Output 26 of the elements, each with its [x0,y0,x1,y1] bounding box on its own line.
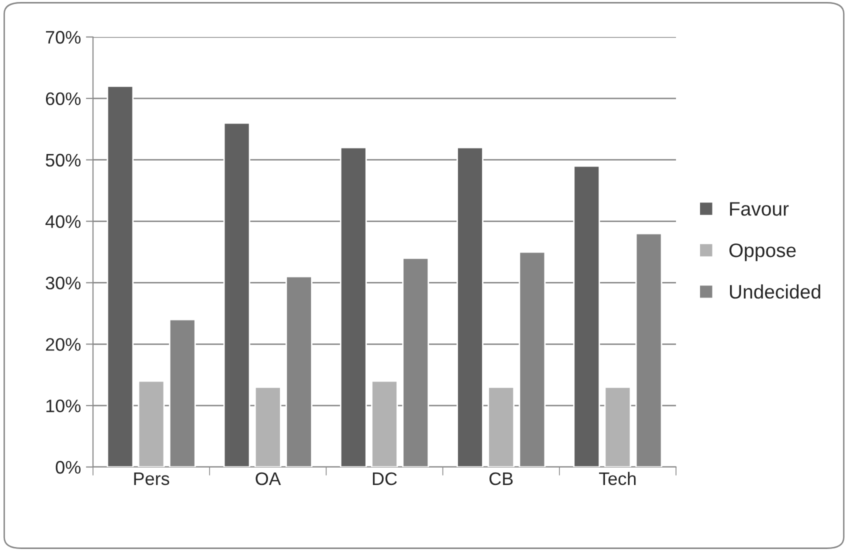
y-tick-label: 10% [46,400,81,412]
legend-label: Undecided [730,284,820,299]
x-tick-label: Pers [134,472,170,486]
bar [106,85,134,467]
y-tick-label: 50% [46,154,81,167]
y-tick-label: 30% [46,276,81,290]
legend-label: Favour [730,202,789,216]
bar [138,380,165,467]
x-tick-label: Tech [599,472,636,486]
x-tick-label: OA [256,472,281,486]
y-tick-label: 70% [46,30,81,44]
bar [456,146,484,467]
bar [254,386,282,467]
y-tick-label: 40% [45,215,81,228]
bar [371,380,398,467]
y-tick-label: 0% [56,460,81,474]
bar [573,165,600,467]
bar [340,146,367,467]
legend-label: Oppose [729,243,796,262]
bar [488,386,515,467]
x-tick-label: CB [489,472,513,486]
y-tick-label: 20% [46,338,81,351]
x-tick-label: DC [372,472,397,486]
bar [604,386,632,467]
y-tick-label: 60% [46,92,81,106]
bar [223,122,250,467]
